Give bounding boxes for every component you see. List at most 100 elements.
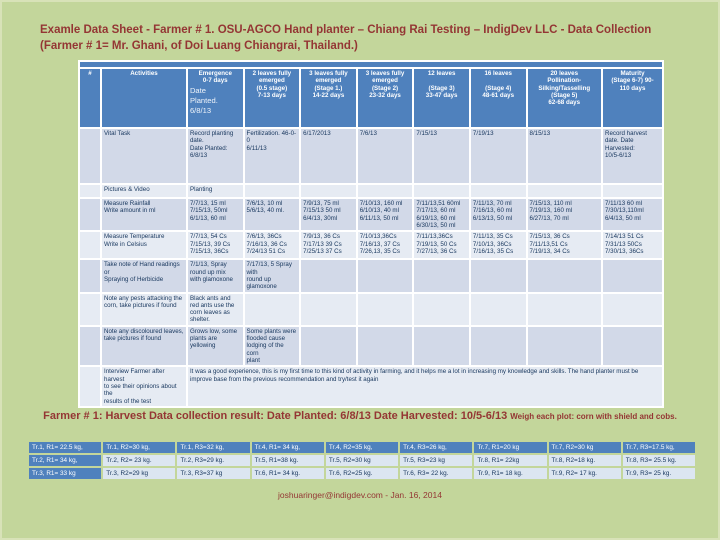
harvest-summary-main: Farmer # 1: Harvest Data collection resu…: [43, 410, 511, 422]
table-top-bar: [78, 60, 664, 69]
harvest-row: Tr.3, R1= 33 kg Tr.3, R2=29 kg Tr.3, R3=37…: [29, 468, 695, 479]
data-cell: 7/15/13: [412, 127, 471, 185]
row-number-cell: [78, 196, 102, 233]
header-label: #: [88, 70, 92, 77]
data-cell: Grows low, some plants are yellowing: [185, 324, 245, 368]
data-cell: [412, 324, 471, 368]
data-cell: [355, 324, 415, 368]
table-row: Pictures & Video Planting: [78, 183, 665, 199]
data-cell: 7/15/13, 110 ml 7/19/13, 160 ml 6/27/13,…: [525, 196, 603, 233]
footer-email: joshuaringer@indigdev.com - Jan. 16, 201…: [278, 490, 442, 500]
data-cell: [600, 258, 665, 294]
harvest-cell: Tr.2, R2= 23 kg.: [103, 455, 176, 466]
data-cell: [600, 291, 665, 327]
harvest-cell: Tr.9, R2= 17 kg.: [548, 468, 621, 479]
data-cell: 7/11/13,36Cs 7/19/13, 50 Cs 7/27/13, 36 …: [412, 230, 471, 261]
header-label: 2 leaves fully emerged (0.5 stage) 7-13 …: [252, 70, 292, 99]
data-cell: 8/15/13: [525, 127, 603, 185]
data-cell: [412, 183, 471, 199]
data-cell: Fertilization. 46-0-0 6/11/13: [242, 127, 302, 185]
harvest-row: Tr.1, R1= 22.5 kg, Tr.1, R2=30 kg, Tr.1, R…: [29, 442, 695, 453]
header-label: 3 leaves fully emerged (Stage 2) 23-32 d…: [365, 70, 405, 99]
harvest-cell: Tr.8, R3= 25.5 kg.: [622, 455, 695, 466]
data-cell: [412, 291, 471, 327]
data-cell: [299, 258, 358, 294]
data-cell: 6/17/2013: [299, 127, 358, 185]
data-cell: 7/11/13 60 ml 7/30/13,110ml 6/4/13, 50 m…: [600, 196, 665, 233]
data-cell: 7/14/13 51 Cs 7/31/13 50Cs 7/30/13, 36Cs: [600, 230, 665, 261]
data-cell: [468, 324, 528, 368]
table-body: Vital Task Record planting date. Date Pla…: [78, 127, 665, 408]
row-number-cell: [78, 291, 102, 327]
activity-cell: Vital Task: [100, 127, 188, 185]
activity-cell: Interview Farmer after harvest to see th…: [100, 365, 188, 408]
harvest-cell: Tr.4, R1= 34 kg,: [251, 442, 324, 453]
data-cell: [242, 291, 302, 327]
data-cell: 7/6/13: [355, 127, 415, 185]
data-cell: 7/10/13, 160 ml 6/10/13, 40 ml 6/11/13, …: [355, 196, 415, 233]
header-label: Activities: [130, 70, 158, 77]
harvest-table-body: Tr.1, R1= 22.5 kg, Tr.1, R2=30 kg, Tr.1, R…: [29, 442, 695, 479]
harvest-cell: Tr.7, R1=20 kg: [474, 442, 547, 453]
harvest-cell: Tr.2, R3=29 kg.: [177, 455, 250, 466]
harvest-cell: Tr.8, R2=18 kg.: [548, 455, 621, 466]
data-cell: [468, 183, 528, 199]
row-number-cell: [78, 324, 102, 368]
data-cell: 7/6/13, 36Cs 7/16/13, 36 Cs 7/24/13 51 C…: [242, 230, 302, 261]
data-cell: Black ants and red ants use the corn lea…: [185, 291, 245, 327]
activity-cell: Pictures & Video: [100, 183, 188, 199]
data-cell: [412, 258, 471, 294]
header-cell: Maturity (Stage 6-7) 90- 110 days: [600, 67, 665, 129]
harvest-cell: Tr.6, R1= 34 kg.: [251, 468, 324, 479]
page-title: Examle Data Sheet - Farmer # 1. OSU-AGCO…: [40, 24, 652, 53]
header-cell: 3 leaves fully emerged (Stage 1.) 14-22 …: [299, 67, 358, 129]
harvest-summary-note: Weigh each plot: corn with shield and co…: [510, 412, 677, 421]
data-cell: Some plants were flooded cause lodging o…: [242, 324, 302, 368]
harvest-cell: Tr.7, R3=17.5 kg,: [622, 442, 695, 453]
data-cell: 7/7/13, 54 Cs 7/15/13, 39 Cs 7/15/13, 36…: [185, 230, 245, 261]
row-number-cell: [78, 258, 102, 294]
header-cell: 2 leaves fully emerged (0.5 stage) 7-13 …: [242, 67, 302, 129]
header-cell: Activities: [100, 67, 188, 129]
header-cell: 3 leaves fully emerged (Stage 2) 23-32 d…: [355, 67, 415, 129]
header-label: 20 leaves Pollination- Silking/Tassellin…: [538, 70, 591, 107]
harvest-cell: Tr.2, R1= 34 kg,: [29, 455, 102, 466]
table-row: Measure Temperature Write in Celsius 7/7/…: [78, 230, 665, 261]
data-cell: [299, 183, 358, 199]
data-cell: [355, 183, 415, 199]
data-cell: [299, 291, 358, 327]
data-cell: [468, 258, 528, 294]
data-cell: 7/1/13, Spray round up mix with glamoxon…: [185, 258, 245, 294]
header-label: Emergence 0-7 days: [198, 70, 232, 85]
data-cell: 7/9/13, 75 ml 7/15/13 50 ml 6/4/13, 30ml: [299, 196, 358, 233]
harvest-cell: Tr.1, R1= 22.5 kg,: [29, 442, 102, 453]
header-label: 12 leaves (Stage 3) 33-47 days: [425, 70, 458, 99]
table-row: Note any discoloured leaves, take pictur…: [78, 324, 665, 368]
activity-cell: Measure Rainfall Write amount in ml: [100, 196, 188, 233]
data-cell: [600, 183, 665, 199]
data-cell: 7/6/13, 10 ml 5/6/13, 40 ml.: [242, 196, 302, 233]
data-cell: [242, 183, 302, 199]
table-row: Take note of Hand readings or Spraying o…: [78, 258, 665, 294]
data-cell: [355, 291, 415, 327]
harvest-cell: Tr.4, R3=26 kg,: [400, 442, 473, 453]
data-cell: Record planting date. Date Planted: 6/8/…: [185, 127, 245, 185]
activity-cell: Note any discoloured leaves, take pictur…: [100, 324, 188, 368]
harvest-cell: Tr.7, R2=30 kg: [548, 442, 621, 453]
harvest-cell: Tr.3, R3=37 kg: [177, 468, 250, 479]
data-cell: [468, 291, 528, 327]
header-cell: 16 leaves (Stage 4) 48-61 days: [468, 67, 528, 129]
data-cell: [600, 324, 665, 368]
data-cell: 7/10/13,36Cs 7/16/13, 37 Cs 7/26,13, 35 …: [355, 230, 415, 261]
table-row: Interview Farmer after harvest to see th…: [78, 365, 665, 408]
data-cell: 7/11/13, 35 Cs 7/10/13, 36Cs 7/16/13, 35…: [468, 230, 528, 261]
row-number-cell: [78, 127, 102, 185]
data-cell: 7/17/13, 5 Spray with round up glamoxone: [242, 258, 302, 294]
harvest-cell: Tr.9, R3= 25 kg.: [622, 468, 695, 479]
harvest-cell: Tr.3, R2=29 kg: [103, 468, 176, 479]
harvest-cell: Tr.1, R3=32 kg,: [177, 442, 250, 453]
activity-cell: Note any pests attacking the corn, take …: [100, 291, 188, 327]
activity-cell: Measure Temperature Write in Celsius: [100, 230, 188, 261]
header-cell: Emergence 0-7 days Date Planted. 6/8/13: [185, 67, 245, 129]
